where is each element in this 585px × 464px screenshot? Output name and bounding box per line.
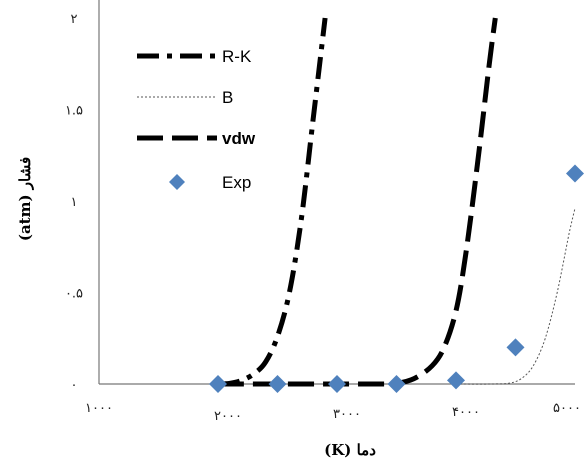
x-tick-label: ۴۰۰۰ <box>452 405 480 420</box>
legend-label: Exp <box>222 173 251 192</box>
legend-label: B <box>222 88 233 107</box>
exp-point <box>328 375 346 393</box>
exp-point <box>506 338 525 357</box>
series-vdw <box>217 17 498 387</box>
series-line <box>217 17 328 387</box>
exp-point <box>209 375 227 393</box>
x-tick-label: ۲۰۰۰ <box>214 409 242 424</box>
series-b <box>455 208 576 385</box>
series-layer <box>209 17 584 393</box>
x-tick-label: ۱۰۰۰ <box>85 401 113 416</box>
exp-point <box>447 371 465 390</box>
exp-point <box>387 375 406 393</box>
legend-swatch <box>169 174 185 190</box>
x-axis-title: دما (K) <box>324 441 376 459</box>
x-tick-label: ۳۰۰۰ <box>333 407 361 422</box>
y-tick-label: ۱.۵ <box>65 104 83 119</box>
series-line <box>455 208 576 385</box>
y-tick-label: ۲ <box>71 12 78 27</box>
legend-label: vdw <box>222 129 256 148</box>
axes: ۰ ۰.۵ ۱ ۱.۵ ۲ ۱۰۰۰ ۲۰۰۰ ۳۰۰۰ ۴۰۰۰ ۵۰۰۰ <box>65 0 581 424</box>
exp-point <box>566 164 584 183</box>
exp-point <box>268 375 287 393</box>
y-axis-title: فشار (atm) <box>16 157 34 241</box>
series-line <box>217 17 498 387</box>
series-exp <box>209 164 584 393</box>
y-tick-label: ۰ <box>71 378 78 393</box>
y-tick-label: ۰.۵ <box>65 287 83 302</box>
y-tick-label: ۱ <box>71 195 78 210</box>
x-tick-label: ۵۰۰۰ <box>553 401 581 416</box>
legend-label: R-K <box>222 47 252 66</box>
series-r-k <box>217 17 328 387</box>
